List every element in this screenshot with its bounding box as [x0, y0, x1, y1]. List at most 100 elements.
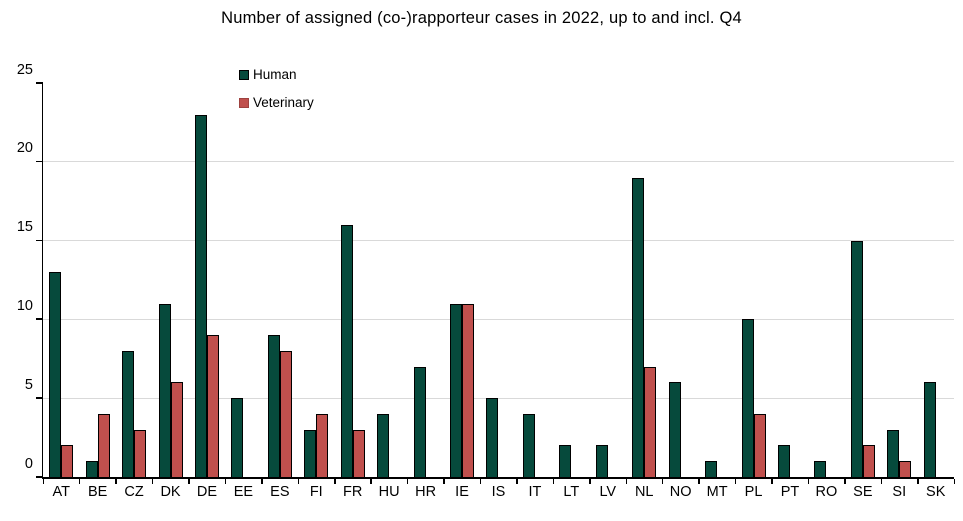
x-label-LT: LT [563, 484, 580, 500]
x-label-BE: BE [87, 484, 108, 500]
gridline-5 [43, 397, 954, 399]
x-tick-12 [479, 479, 482, 484]
category-DE: DE [189, 83, 225, 500]
category-MT: MT [699, 83, 735, 500]
plot-area: 0 5 10 15 20 25 AT BE CZ DK DE EE ES FI FR HU HR IE IS IT L… [17, 62, 955, 500]
y-tick-5 [36, 397, 43, 399]
y-tick-label-0: 0 [24, 455, 33, 472]
category-LT: LT [553, 83, 589, 500]
bar-veterinary-NL [644, 366, 657, 477]
bar-human-LT [559, 445, 572, 477]
x-tick-15 [589, 479, 591, 484]
category-HR: HR [407, 83, 443, 500]
x-tick-0 [42, 479, 44, 484]
category-SE: SE [845, 83, 881, 500]
category-CZ: CZ [116, 83, 152, 500]
category-RO: RO [808, 83, 844, 500]
bar-human-HU [377, 413, 390, 477]
x-label-DK: DK [160, 484, 181, 500]
human-series-marker [239, 69, 249, 80]
category-AT: AT [43, 83, 79, 500]
bar-human-EE [231, 398, 244, 477]
x-tick-1 [78, 479, 81, 484]
bar-human-FI [304, 429, 317, 477]
bar-human-PL [741, 319, 754, 477]
bar-veterinary-DE [206, 335, 219, 477]
y-tick-label-5: 5 [24, 376, 33, 393]
category-FI: FI [298, 83, 334, 500]
y-tick-label-20: 20 [16, 140, 33, 157]
x-tick-5 [224, 479, 227, 484]
x-tick-2 [115, 479, 117, 484]
bar-veterinary-FR [352, 429, 365, 477]
x-label-NO: NO [669, 484, 692, 500]
legend-item-veterinary: Veterinary [239, 92, 314, 113]
x-label-SI: SI [892, 484, 907, 500]
category-DK: DK [152, 83, 188, 500]
x-label-AT: AT [52, 484, 70, 500]
bar-human-BE [85, 461, 98, 477]
x-tick-22 [844, 479, 846, 484]
x-tick-19 [734, 479, 737, 484]
category-IS: IS [480, 83, 516, 500]
x-label-PL: PL [744, 484, 763, 500]
x-tick-7 [297, 479, 300, 484]
x-label-PT: PT [780, 484, 800, 500]
veterinary-series-marker [239, 97, 249, 108]
bar-human-SK [923, 382, 936, 477]
x-tick-18 [698, 479, 700, 484]
y-tick-label-15: 15 [16, 219, 33, 236]
y-tick-label-25: 25 [16, 61, 33, 78]
x-label-FR: FR [343, 484, 363, 500]
x-tick-10 [406, 479, 409, 484]
x-tick-4 [188, 479, 190, 484]
bar-human-NL [632, 177, 645, 477]
x-label-SE: SE [853, 484, 873, 500]
y-tick-0 [36, 476, 43, 478]
y-tick-25 [36, 82, 43, 84]
gridline-15 [43, 240, 954, 242]
gridline-20 [43, 161, 954, 163]
category-NL: NL [626, 83, 662, 500]
x-tick-14 [552, 479, 555, 484]
bar-human-ES [267, 335, 280, 477]
bar-veterinary-IE [462, 303, 475, 477]
bar-veterinary-SI [899, 461, 912, 477]
category-EE: EE [225, 83, 261, 500]
category-PT: PT [772, 83, 808, 500]
bar-human-DK [158, 303, 171, 477]
x-tick-8 [334, 479, 336, 484]
category-IE: IE [444, 83, 480, 500]
bar-human-IS [486, 398, 499, 477]
bar-human-HR [413, 366, 426, 477]
bars-area: AT BE CZ DK DE EE ES FI FR HU HR IE IS IT LT LV NL NO MT PL… [43, 83, 954, 500]
x-tick-6 [261, 479, 263, 484]
x-label-NL: NL [634, 484, 654, 500]
bar-human-SI [887, 429, 900, 477]
x-tick-9 [370, 479, 372, 484]
x-tick-13 [516, 479, 518, 484]
x-label-HU: HU [378, 484, 400, 500]
y-tick-10 [36, 318, 43, 320]
bar-veterinary-DK [170, 382, 183, 477]
x-label-MT: MT [706, 484, 728, 500]
bar-veterinary-ES [279, 350, 292, 477]
bar-human-IT [522, 413, 535, 477]
gridline-10 [43, 318, 954, 320]
bar-veterinary-PL [753, 413, 766, 477]
x-tick-21 [807, 479, 810, 484]
legend-label-veterinary: Veterinary [253, 94, 314, 110]
x-label-ES: ES [270, 484, 290, 500]
category-NO: NO [662, 83, 698, 500]
x-label-SK: SK [926, 484, 946, 500]
bar-human-SE [850, 240, 863, 477]
x-label-IS: IS [491, 484, 506, 500]
category-HU: HU [371, 83, 407, 500]
category-SI: SI [881, 83, 917, 500]
bar-veterinary-SE [862, 445, 875, 477]
category-FR: FR [335, 83, 371, 500]
x-tick-17 [661, 479, 664, 484]
x-tick-23 [880, 479, 883, 484]
bar-human-CZ [122, 350, 135, 477]
